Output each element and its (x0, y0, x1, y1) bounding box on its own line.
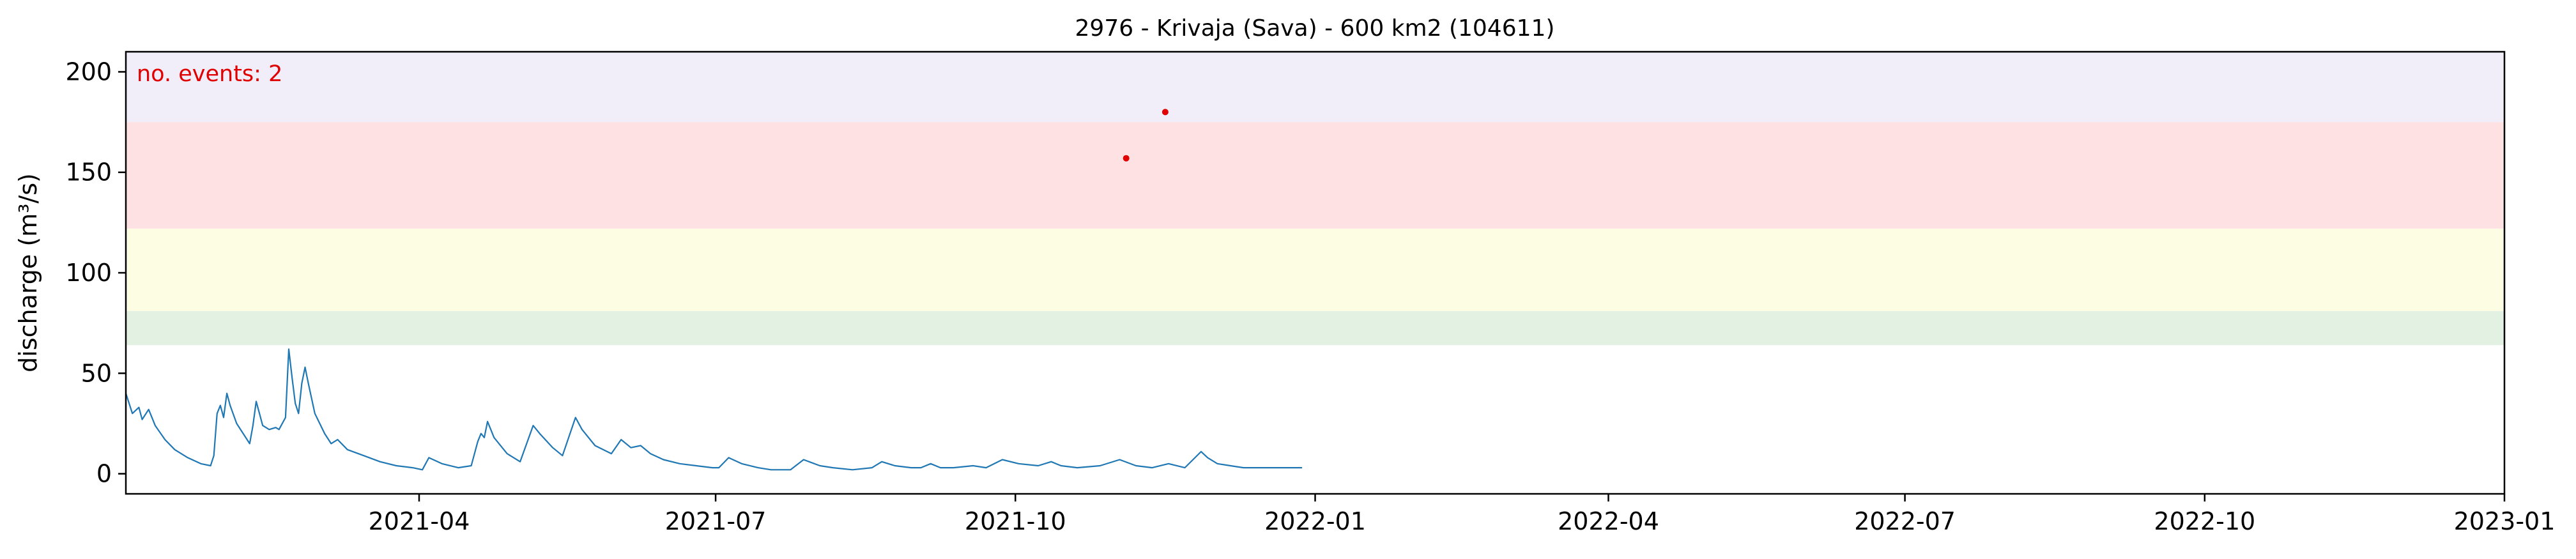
x-tick-label-5: 2022-07 (1854, 507, 1956, 535)
y-tick-label-1: 50 (81, 359, 112, 387)
x-tick-label-4: 2022-04 (1558, 507, 1659, 535)
chart-title: 2976 - Krivaja (Sava) - 600 km2 (104611) (1075, 15, 1555, 42)
y-tick-label-4: 200 (65, 57, 112, 86)
threshold-bands (126, 52, 2504, 346)
y-tick-label-3: 150 (65, 158, 112, 187)
threshold-band-0 (126, 310, 2504, 346)
x-tick-label-0: 2021-04 (369, 507, 470, 535)
events-count-annotation: no. events: 2 (137, 61, 282, 87)
x-tick-label-2: 2021-10 (965, 507, 1066, 535)
threshold-band-2 (126, 122, 2504, 229)
event-marker-1 (1162, 109, 1169, 116)
y-axis-ticks: 0 50 100 150 200 (65, 57, 126, 488)
y-tick-label-0: 0 (96, 460, 112, 488)
x-tick-label-7: 2023-01 (2454, 507, 2556, 535)
x-tick-label-1: 2021-07 (665, 507, 767, 535)
threshold-band-1 (126, 228, 2504, 311)
x-axis-ticks: 2021-04 2021-07 2021-10 2022-01 2022-04 2022-… (369, 494, 2556, 535)
event-markers (1123, 109, 1169, 162)
series-lines (125, 348, 1303, 471)
series-line-0 (125, 348, 1303, 471)
x-tick-label-3: 2022-01 (1264, 507, 1366, 535)
event-marker-0 (1123, 155, 1130, 162)
y-tick-label-2: 100 (65, 259, 112, 287)
y-axis-label: discharge (m³/s) (14, 173, 42, 372)
threshold-band-3 (126, 52, 2504, 123)
x-tick-label-6: 2022-10 (2154, 507, 2255, 535)
